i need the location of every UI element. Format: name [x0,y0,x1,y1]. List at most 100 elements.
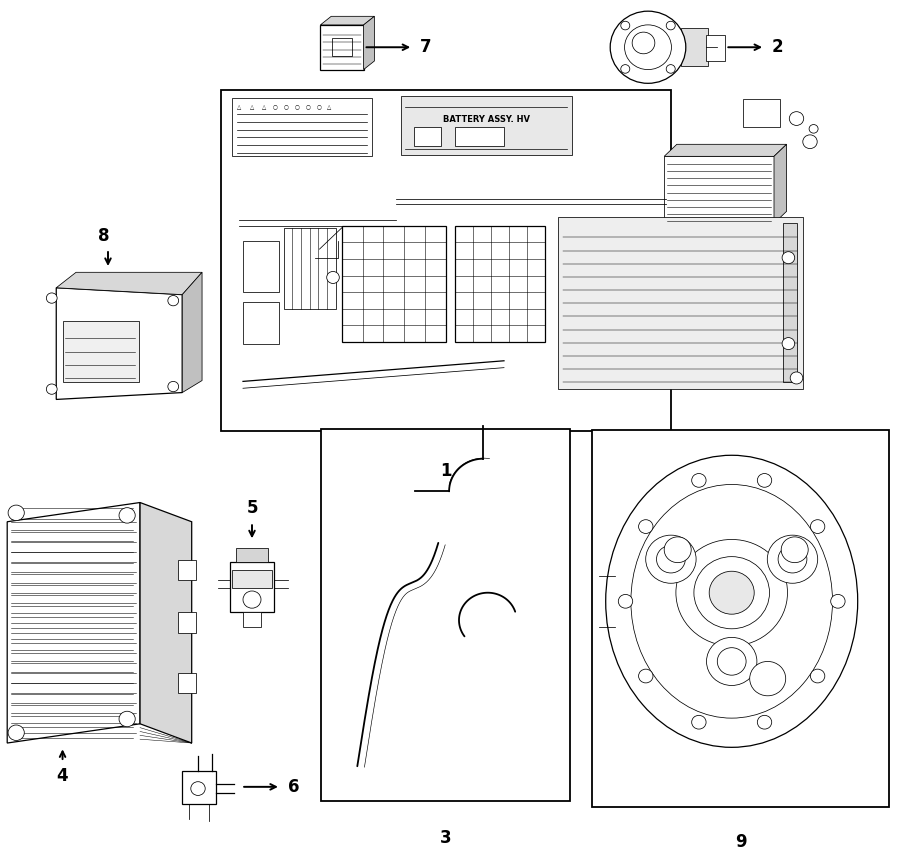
Bar [284,228,336,309]
Polygon shape [774,144,787,223]
Bar [321,430,570,801]
Circle shape [666,21,675,30]
Circle shape [782,338,795,350]
Bar [243,241,279,292]
Text: △: △ [328,104,331,109]
Bar [454,226,544,342]
Text: 8: 8 [98,227,109,245]
Circle shape [632,32,655,54]
Text: 9: 9 [735,833,746,851]
Circle shape [781,537,808,563]
Circle shape [8,725,24,740]
Circle shape [610,11,686,83]
Circle shape [803,135,817,149]
Bar [178,559,196,580]
Text: 5: 5 [247,499,257,517]
Circle shape [810,669,824,683]
Bar [332,39,352,56]
Circle shape [119,508,135,523]
Polygon shape [364,16,374,70]
Bar [243,302,279,344]
Circle shape [664,537,691,563]
Polygon shape [140,503,192,743]
Circle shape [757,473,771,487]
Circle shape [47,293,58,303]
Text: △: △ [238,104,241,109]
Polygon shape [182,272,202,393]
Circle shape [717,648,746,675]
Circle shape [119,711,135,727]
Bar [220,90,670,431]
Circle shape [676,539,788,646]
Bar [558,217,803,389]
Bar [592,430,889,807]
Circle shape [645,535,696,583]
Text: ○: ○ [316,104,321,109]
Circle shape [782,252,795,264]
Bar [681,28,708,66]
Bar [243,612,261,627]
Text: 7: 7 [419,39,431,56]
Circle shape [639,520,653,533]
Polygon shape [56,288,182,399]
Circle shape [706,637,757,685]
Bar [63,321,140,382]
Bar [783,223,796,382]
Circle shape [625,25,671,70]
Circle shape [327,271,339,283]
Text: △: △ [250,104,254,109]
Text: ○: ○ [294,104,300,109]
Bar [178,673,196,693]
Text: 2: 2 [771,39,783,56]
Text: BATTERY ASSY. HV: BATTERY ASSY. HV [443,115,529,124]
Text: ○: ○ [273,104,278,109]
Ellipse shape [606,455,858,747]
Bar [178,612,196,633]
Bar [320,25,364,70]
Polygon shape [664,156,774,223]
Circle shape [243,591,261,608]
Bar [742,99,780,127]
Polygon shape [320,16,374,25]
Circle shape [709,571,754,614]
Polygon shape [664,144,787,156]
Ellipse shape [631,484,832,718]
Circle shape [618,594,633,608]
Circle shape [831,594,845,608]
Circle shape [778,545,807,573]
Bar [236,548,268,562]
Circle shape [167,381,178,392]
Bar [454,127,504,146]
Circle shape [692,716,706,729]
Circle shape [621,21,630,30]
Circle shape [790,372,803,384]
Text: 1: 1 [440,462,451,480]
Circle shape [768,535,818,583]
Bar [232,570,272,588]
Circle shape [639,669,653,683]
Circle shape [8,505,24,521]
Text: ○: ○ [305,104,310,109]
Bar [232,98,372,156]
Text: 6: 6 [288,778,300,795]
Circle shape [666,64,675,73]
Circle shape [621,64,630,73]
Circle shape [789,112,804,125]
Circle shape [810,520,824,533]
Circle shape [47,384,58,394]
Circle shape [694,557,770,629]
Circle shape [750,661,786,696]
Circle shape [809,125,818,133]
Circle shape [191,782,205,795]
Text: ○: ○ [284,104,289,109]
Text: 4: 4 [57,767,68,785]
Circle shape [167,295,178,306]
Circle shape [656,545,685,573]
Bar [342,226,446,342]
Polygon shape [56,272,202,295]
Text: 3: 3 [440,829,451,847]
Text: △: △ [263,104,266,109]
Bar [230,562,274,612]
Bar [706,35,725,61]
Circle shape [757,716,771,729]
